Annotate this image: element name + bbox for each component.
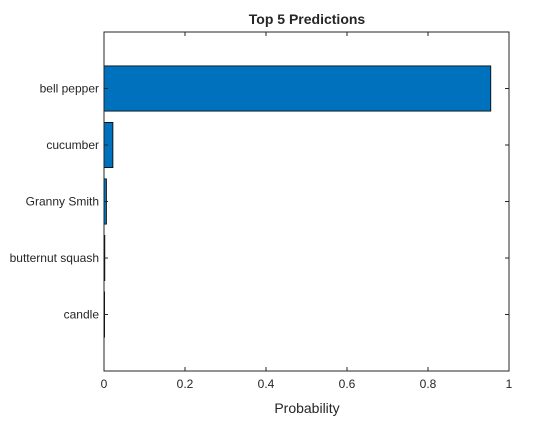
x-tick-label: 0 (101, 377, 108, 391)
x-tick-label: 0.2 (177, 377, 194, 391)
y-tick-label: candle (64, 308, 100, 322)
y-tick-label: butternut squash (10, 251, 99, 265)
x-tick-label: 0.4 (258, 377, 275, 391)
y-tick-label: bell pepper (40, 82, 99, 96)
plot-area: 0 0.2 0.4 0.6 0.8 1 bell pepper cucumber Granny … (10, 31, 513, 391)
y-tick-label: Granny Smith (26, 195, 99, 209)
x-axis-label: Probability (274, 400, 339, 416)
bar-bell-pepper (103, 65, 492, 112)
x-tick-label: 1 (506, 377, 513, 391)
x-tick-label: 0.6 (339, 377, 356, 391)
chart-title: Top 5 Predictions (249, 11, 366, 27)
x-tick-label: 0.8 (420, 377, 437, 391)
y-tick-label: cucumber (46, 138, 99, 152)
